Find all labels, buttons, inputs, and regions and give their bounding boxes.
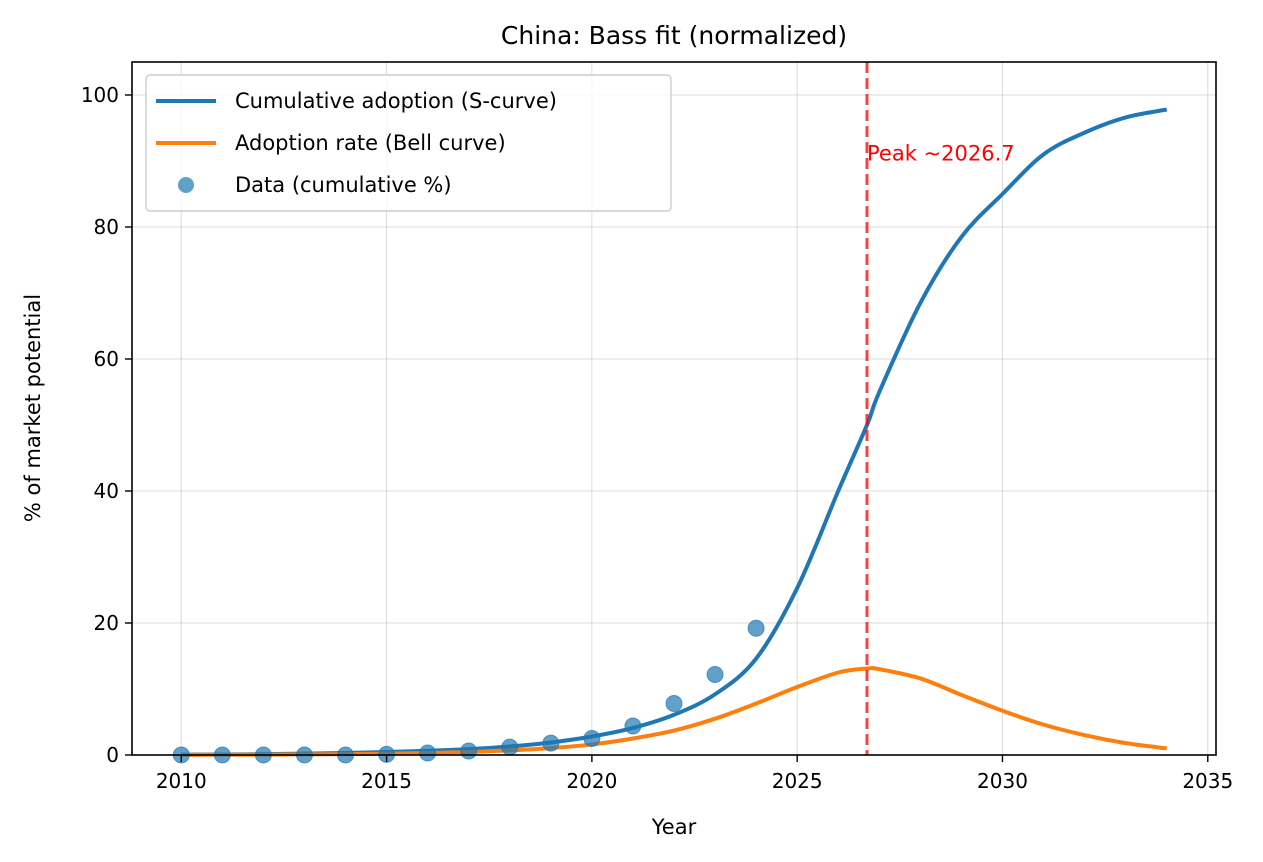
- y-tick-label: 0: [106, 743, 119, 767]
- plot-frame: [131, 61, 1217, 756]
- data-point: [583, 730, 601, 747]
- data-point: [665, 695, 683, 713]
- legend: Cumulative adoption (S-curve) Adoption ra…: [145, 74, 672, 212]
- y-tick-label: 40: [94, 479, 119, 503]
- x-tick-label: 2020: [566, 769, 617, 793]
- x-tick-label: 2010: [156, 769, 207, 793]
- legend-box: [145, 74, 672, 212]
- data-point: [419, 744, 437, 762]
- legend-label-0: Cumulative adoption (S-curve): [235, 89, 557, 113]
- annotation-layer: Peak ~2026.7: [865, 62, 1015, 755]
- x-tick-label: 2030: [977, 769, 1028, 793]
- peak-annotation: Peak ~2026.7: [867, 141, 1015, 165]
- y-tick-label: 100: [81, 83, 119, 107]
- data-point: [501, 738, 519, 756]
- y-tick-label: 20: [94, 611, 119, 635]
- data-point: [624, 717, 642, 735]
- x-axis-label: Year: [651, 815, 697, 839]
- chart-title: China: Bass fit (normalized): [501, 21, 847, 50]
- x-tick-label: 2015: [361, 769, 412, 793]
- series-layer: [172, 107, 1168, 764]
- x-tick-label: 2025: [772, 769, 823, 793]
- legend-label-1: Adoption rate (Bell curve): [235, 131, 506, 155]
- y-axis-label: % of market potential: [21, 294, 45, 522]
- y-tick-label: 80: [94, 215, 119, 239]
- data-point: [460, 742, 478, 760]
- ticks: 2010 2015 2020 2025 2030 2035 0 20 40 60 80 100: [81, 83, 1233, 793]
- y-tick-label: 60: [94, 347, 119, 371]
- legend-swatch-2: [178, 177, 194, 193]
- legend-label-2: Data (cumulative %): [235, 173, 452, 197]
- data-point: [542, 734, 560, 752]
- x-tick-label: 2035: [1182, 769, 1233, 793]
- data-point: [706, 665, 724, 683]
- data-point: [747, 619, 765, 637]
